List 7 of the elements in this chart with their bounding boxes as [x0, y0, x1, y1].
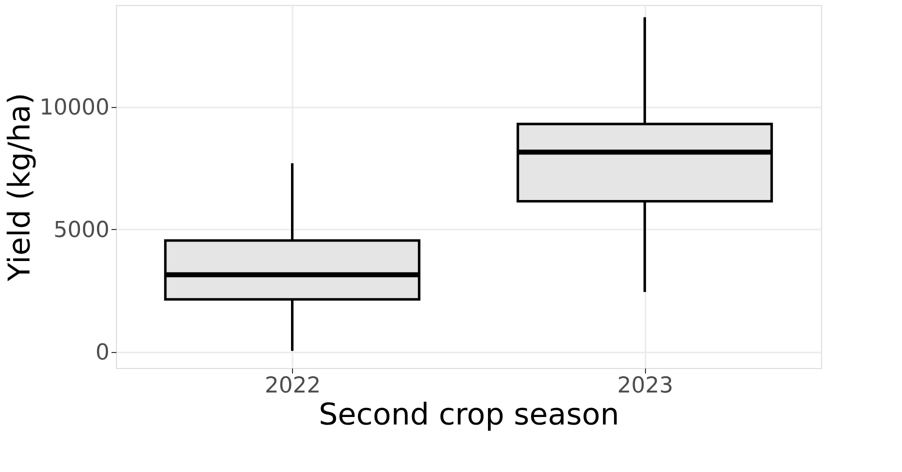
x-tick-label: 2023	[617, 374, 674, 398]
y-tick-label: 10000	[40, 95, 110, 120]
y-tick-label: 0	[96, 340, 110, 366]
x-tick-label: 2022	[264, 374, 321, 398]
y-tick-label: 5000	[54, 218, 110, 243]
y-axis-title: Yield (kg/ha)	[2, 92, 38, 282]
x-axis-title: Second crop season	[318, 398, 620, 432]
